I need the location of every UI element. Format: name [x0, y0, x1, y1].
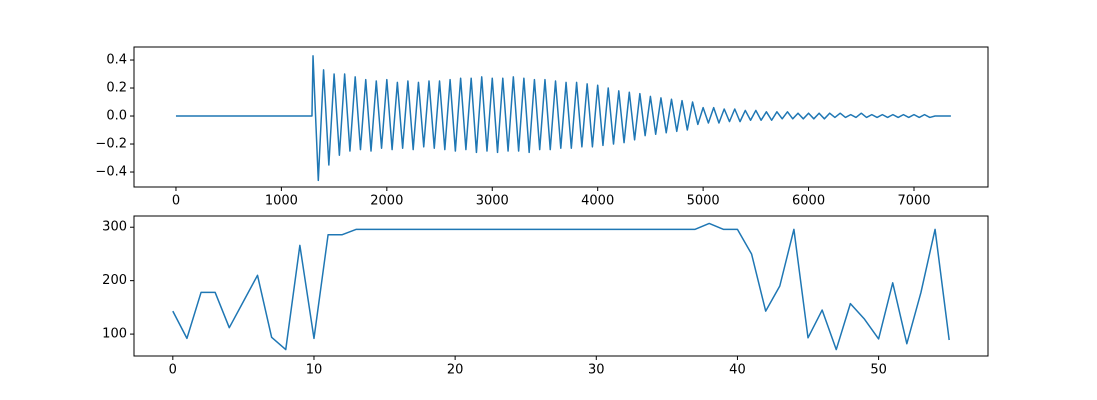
y-tick-label: 0.4: [106, 53, 127, 68]
x-tick-label: 3000: [476, 194, 509, 209]
x-tick-label: 40: [729, 363, 746, 378]
subplot: 0 1000 2000 3000 4000 5000 6000 7000 −0.4 −0.2 0.0…: [95, 46, 989, 209]
y-tick-label: −0.2: [95, 137, 127, 152]
x-tick-label: 0: [172, 194, 180, 209]
x-tick-label: 6000: [792, 194, 825, 209]
x-tick-label: 7000: [897, 194, 930, 209]
x-tick-label: 4000: [581, 194, 614, 209]
y-tick-label: 0.2: [106, 81, 127, 96]
axes-frame: [133, 46, 989, 188]
subplot: 0 10 20 30 40 50 100 200 300: [102, 215, 989, 378]
y-tick-label: 100: [102, 327, 127, 342]
data-line: [175, 55, 951, 182]
x-tick-label: 10: [306, 363, 323, 378]
x-tick-label: 5000: [687, 194, 720, 209]
y-tick-label: 200: [102, 273, 127, 288]
x-tick-label: 0: [169, 363, 177, 378]
data-line: [172, 222, 950, 351]
x-tick-label: 50: [870, 363, 887, 378]
x-tick-label: 20: [447, 363, 464, 378]
y-tick-label: 0.0: [106, 109, 127, 124]
x-tick-label: 1000: [265, 194, 298, 209]
x-tick-label: 2000: [370, 194, 403, 209]
y-tick-label: 300: [102, 220, 127, 235]
x-tick-label: 30: [588, 363, 605, 378]
y-tick-label: −0.4: [95, 165, 127, 180]
axes-frame: [133, 215, 989, 357]
